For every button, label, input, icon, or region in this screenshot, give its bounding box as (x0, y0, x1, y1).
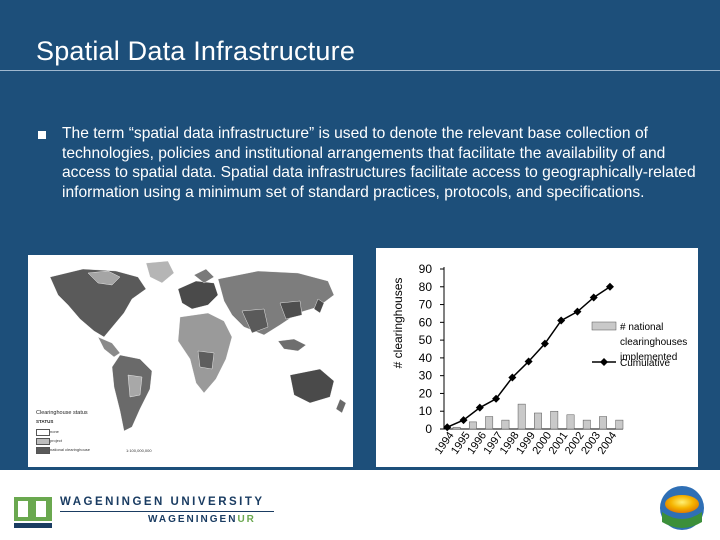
bar-1995 (468, 421, 477, 430)
y-tick-label-0: 0 (425, 422, 432, 436)
cumulative-point-2002 (573, 307, 582, 316)
wageningen-logo-icon (14, 497, 52, 528)
university-sub-a: WAGENINGEN (148, 514, 238, 525)
cumulative-point-1999 (524, 357, 533, 366)
world-map-image: Clearinghouse status STATUS none project… (28, 255, 353, 467)
legend-label-national: # national clearinghouses implemented (620, 322, 687, 363)
legend-item-project: project (50, 438, 63, 443)
slide-title: Spatial Data Infrastructure (36, 36, 356, 66)
bullet-text: The term “spatial data infrastructure” i… (62, 125, 696, 201)
cumulative-point-2000 (540, 339, 549, 348)
bar-1996 (485, 416, 494, 430)
cumulative-point-1998 (508, 373, 517, 382)
bar-2004 (615, 419, 624, 430)
title-divider (0, 70, 720, 71)
cumulative-point-2001 (557, 316, 566, 325)
bar-1998 (517, 403, 526, 430)
bar-1997 (501, 419, 510, 430)
map-legend-subtitle: STATUS (36, 419, 54, 424)
legend-swatch-none (36, 429, 50, 436)
y-axis-label: # clearinghouses (391, 278, 405, 369)
y-tick-label-80: 80 (419, 280, 433, 294)
world-map-graphic (49, 260, 347, 432)
cumulative-point-1996 (475, 403, 484, 412)
y-tick-label-90: 90 (419, 262, 433, 276)
cumulative-point-2004 (605, 282, 614, 291)
y-tick-label-20: 20 (419, 386, 433, 400)
y-tick-label-60: 60 (419, 315, 433, 329)
y-tick-label-10: 10 (419, 404, 433, 418)
y-tick-label-40: 40 (419, 351, 433, 365)
cumulative-point-1994 (443, 423, 452, 432)
legend-item-national: national clearinghouse (50, 447, 91, 452)
bar-2001 (566, 414, 575, 430)
university-divider (60, 511, 274, 512)
university-sub: WAGENINGENUR (148, 514, 256, 525)
cumulative-point-2003 (589, 293, 598, 302)
bar-2002 (582, 419, 591, 430)
legend-swatch-cumulative-marker (600, 358, 608, 366)
globe-logo-icon (660, 486, 704, 530)
university-sub-b: UR (237, 514, 256, 525)
university-name: WAGENINGEN UNIVERSITY (60, 496, 265, 508)
y-tick-label-50: 50 (419, 333, 433, 347)
x-tick-label-2004: 2004 (595, 430, 619, 457)
map-legend-title: Clearinghouse status (36, 410, 88, 416)
y-tick-label-30: 30 (419, 369, 433, 383)
cumulative-point-1995 (459, 416, 468, 425)
bar-1994 (452, 426, 461, 430)
footer-bar (0, 470, 720, 540)
legend-swatch-national (36, 447, 50, 454)
bullet-square-icon (38, 131, 46, 139)
legend-swatch-project (36, 438, 50, 445)
clearinghouse-chart: # clearinghouses010203040506070809019941… (391, 262, 687, 457)
y-tick-label-70: 70 (419, 298, 433, 312)
map-scale: 1:100,000,000 (126, 448, 152, 453)
legend-swatch-national (591, 321, 617, 331)
bar-1999 (534, 412, 542, 430)
cumulative-line (446, 286, 611, 428)
chart-panel: # clearinghouses 0 10 20 30 40 50 60 70 80 90 1994 1… (376, 248, 698, 467)
legend-item-none: none (50, 429, 59, 434)
legend-label-cumulative: Cumulative (620, 358, 670, 369)
bar-2003 (599, 416, 607, 430)
cumulative-point-1997 (492, 394, 501, 403)
bar-2000 (550, 410, 559, 430)
